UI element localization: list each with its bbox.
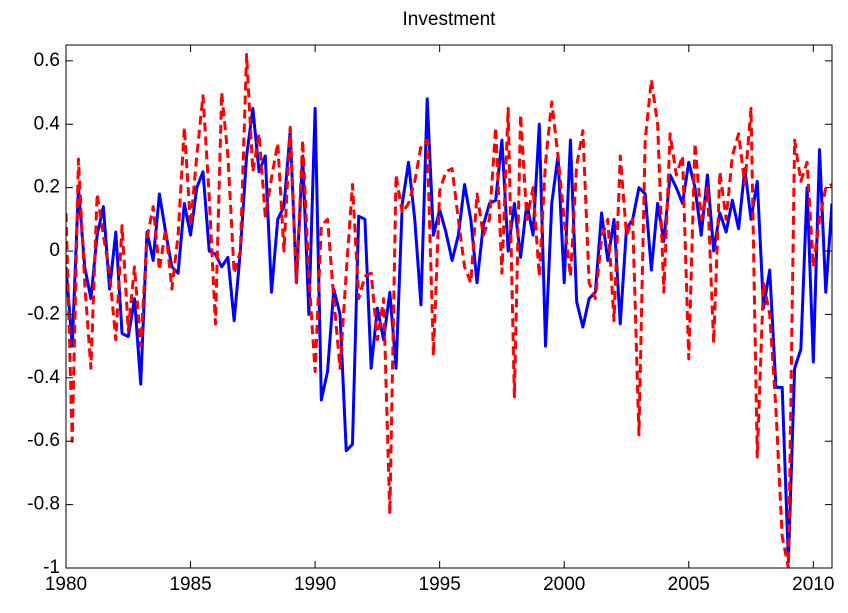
x-tick-label: 1995: [419, 574, 461, 595]
plot-area: [66, 53, 832, 568]
y-tick-label: -0.4: [27, 367, 60, 388]
x-tick-label: 1990: [294, 574, 336, 595]
y-tick-label: -1: [43, 557, 60, 578]
series-line: [66, 97, 832, 564]
x-tick-label: 2000: [543, 574, 585, 595]
x-tick-label: 2010: [792, 574, 834, 595]
y-tick-label: -0.8: [27, 494, 60, 515]
y-tick-label: 0.6: [34, 50, 60, 71]
x-tick-label: 2005: [668, 574, 710, 595]
x-tick-label: 1985: [169, 574, 211, 595]
y-tick-label: -0.6: [27, 430, 60, 451]
y-tick-label: -0.2: [27, 303, 60, 324]
y-tick-label: 0.2: [34, 177, 60, 198]
y-tick-label: 0: [49, 240, 60, 261]
x-tick-label: 1980: [45, 574, 87, 595]
chart-title: Investment: [403, 9, 497, 30]
y-tick-label: 0.4: [34, 113, 61, 134]
axes-box: [65, 44, 833, 569]
series-line: [66, 53, 832, 568]
